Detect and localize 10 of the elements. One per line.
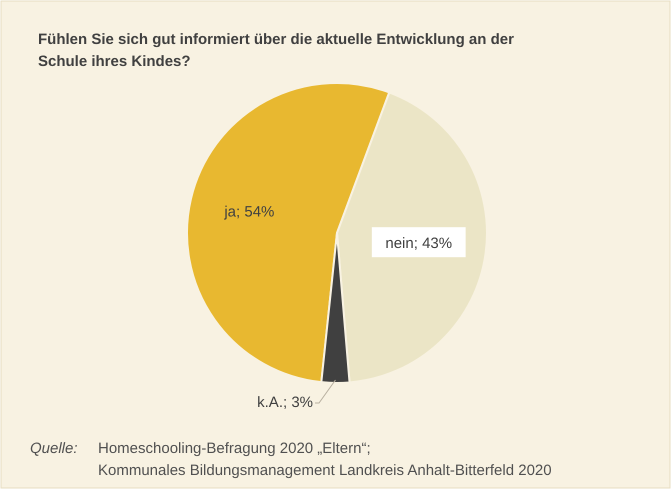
text: Homeschooling-Befragung 2020 „Eltern“; <box>98 440 371 457</box>
slice-label: ja <box>223 203 237 220</box>
chart-title: Fühlen Sie sich gut informiert über die aktuelle Entwicklung an der Schule ihres Kindes? <box>38 31 514 70</box>
data-label: ; 54% <box>236 203 274 220</box>
source-note: Quelle: <box>30 440 78 457</box>
text: Kommunales Bildungsmanagement Landkreis Anhalt-Bitterfeld 2020 <box>98 462 552 479</box>
slice-label: nein <box>385 235 414 252</box>
data-label: ; 43% <box>414 235 452 252</box>
slice-label: k.A. <box>257 394 283 411</box>
data-label: ; 3% <box>282 394 313 411</box>
